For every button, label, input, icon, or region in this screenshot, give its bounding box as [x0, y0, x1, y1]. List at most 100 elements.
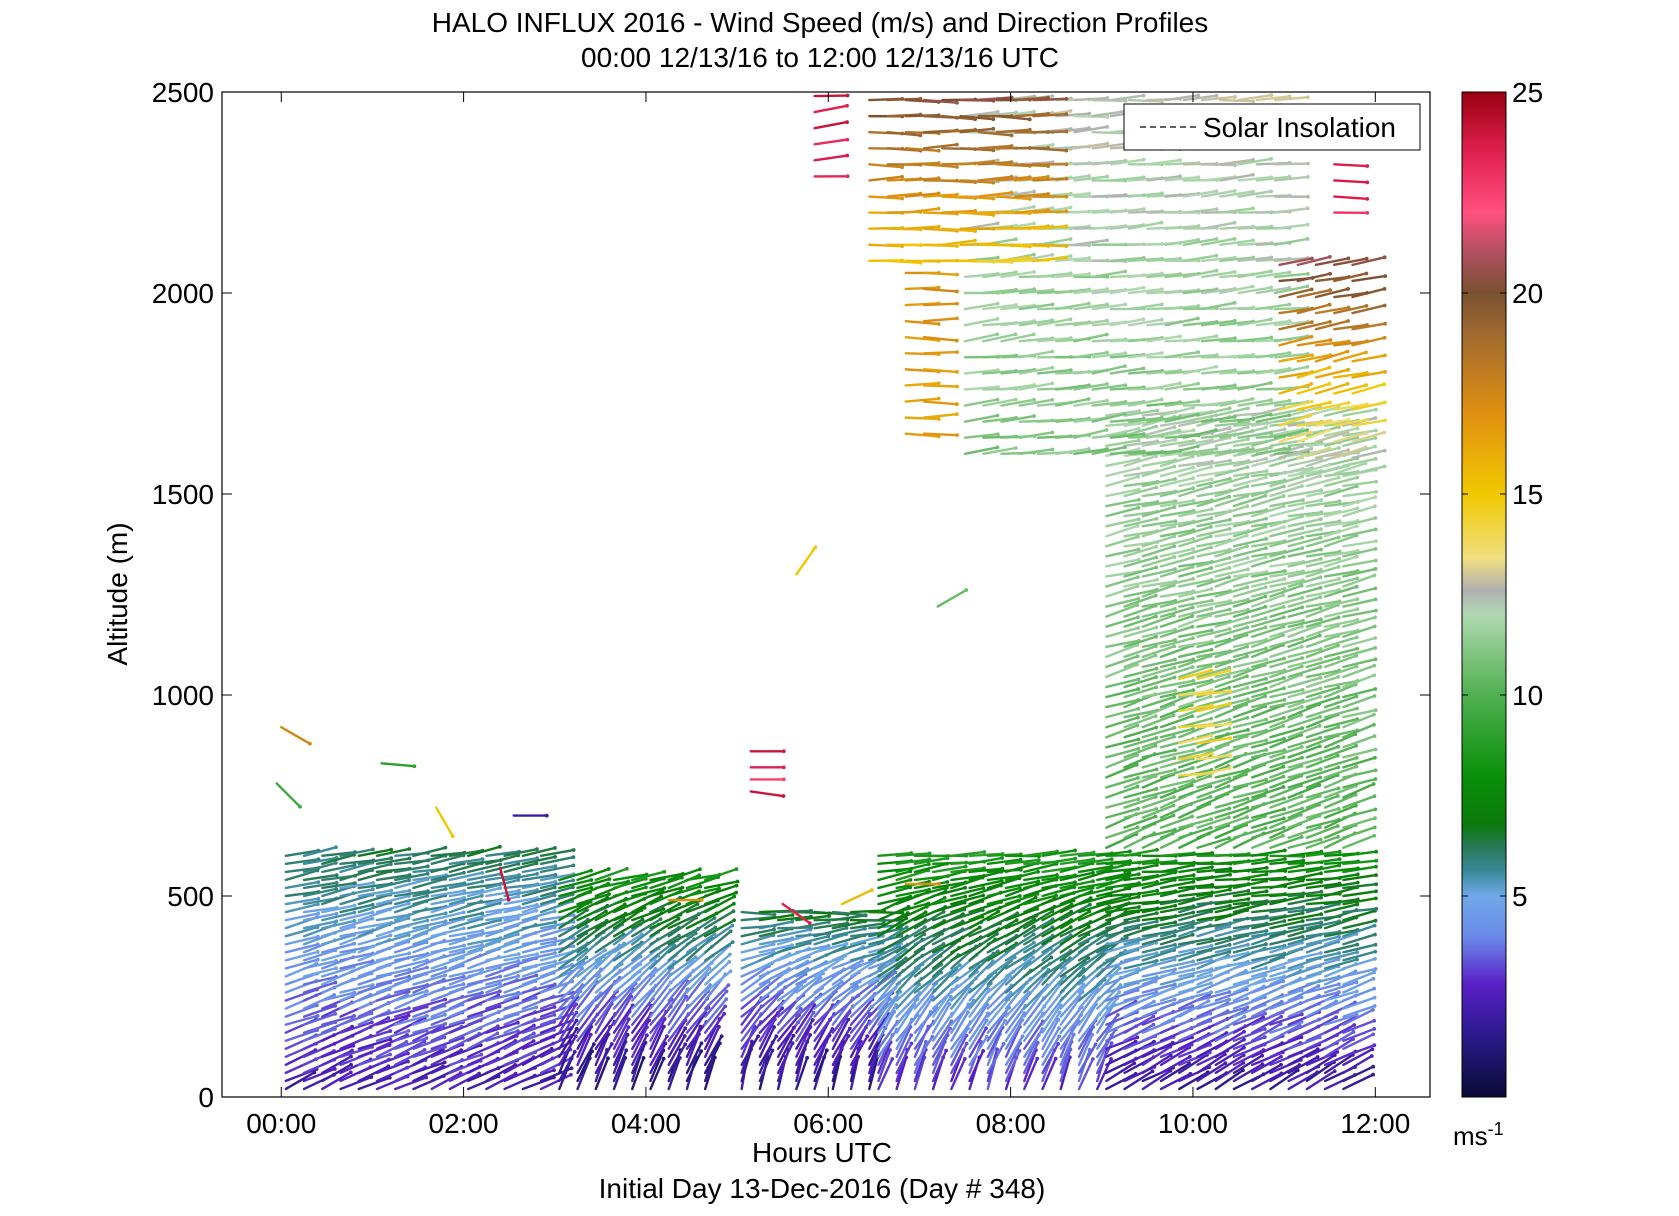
wind-barb: [795, 920, 831, 930]
wind-barb: [704, 997, 729, 1026]
wind-barb: [740, 927, 776, 938]
wind-barb: [558, 1002, 579, 1034]
wind-barb: [430, 982, 466, 994]
y-axis-label: Altitude (m): [102, 522, 133, 665]
colorbar-ramp: [1461, 91, 1507, 1098]
wind-barb: [412, 887, 448, 898]
wind-barb: [503, 952, 539, 962]
colorbar-tick-label: 20: [1512, 278, 1543, 309]
wind-barb: [466, 862, 503, 874]
wind-barb: [758, 1006, 785, 1034]
wind-barb: [685, 925, 718, 946]
wind-barb: [704, 923, 735, 946]
wind-barb: [448, 990, 484, 1002]
wind-barb: [412, 1021, 448, 1034]
wind-barb: [576, 1042, 596, 1075]
wind-barb: [576, 948, 608, 970]
wind-barb: [704, 983, 731, 1010]
wind-barb: [485, 932, 520, 946]
wind-barb: [704, 959, 732, 986]
wind-barb: [813, 1027, 835, 1059]
wind-barb: [357, 1016, 391, 1034]
wind-barb: [375, 916, 411, 930]
wind-barb: [594, 1042, 614, 1075]
wind-barb: [612, 917, 645, 938]
wind-barb: [503, 973, 539, 986]
wind-barb: [521, 936, 558, 946]
wind-barb: [375, 1029, 411, 1042]
wind-barb: [704, 1004, 728, 1034]
wind-barb: [466, 1004, 502, 1018]
wind-barb: [704, 989, 729, 1018]
wind-barb: [375, 1059, 410, 1075]
wind-barb: [795, 1010, 816, 1042]
wind-barb: [558, 878, 594, 890]
wind-barb: [740, 910, 777, 917]
wind-barb: [704, 883, 739, 898]
wind-barb: [375, 933, 411, 946]
wind-barb: [558, 1034, 578, 1067]
wind-barb: [758, 943, 795, 954]
wind-barb: [485, 916, 520, 930]
wind-barb: [466, 993, 501, 1010]
wind-barb: [448, 879, 485, 890]
chart-title: HALO INFLUX 2016 - Wind Speed (m/s) and …: [432, 7, 1209, 38]
wind-barb: [339, 959, 375, 970]
wind-barb: [321, 1062, 353, 1083]
wind-barb: [284, 880, 321, 890]
wind-barb: [430, 870, 466, 882]
colorbar-tick-label: 25: [1512, 77, 1543, 108]
wind-barb: [704, 894, 737, 914]
wind-barb: [448, 893, 484, 906]
wind-barb: [503, 871, 539, 882]
wind-barb: [521, 1046, 554, 1067]
wind-barb: [394, 864, 430, 874]
wind-barb: [375, 967, 412, 978]
wind-barb: [448, 870, 485, 882]
wind-barb: [448, 1071, 482, 1091]
x-tick-label: 02:00: [429, 1108, 499, 1139]
wind-barb: [813, 926, 849, 938]
wind-barb: [466, 886, 503, 898]
wind-barb: [667, 955, 698, 978]
wind-barb: [576, 1032, 593, 1067]
wind-barb: [831, 926, 867, 938]
wind-barb: [704, 940, 735, 962]
y-tick-label: 1500: [152, 479, 214, 510]
wind-barb: [576, 892, 611, 906]
wind-barb: [521, 951, 557, 962]
wind-barb: [466, 844, 502, 857]
wind-barb: [466, 981, 502, 994]
legend[interactable]: Solar Insolation: [1123, 103, 1421, 151]
wind-barb: [339, 887, 375, 898]
wind-barb: [831, 958, 864, 978]
wind-barb: [704, 909, 736, 930]
wind-barb: [503, 847, 539, 857]
wind-barb: [594, 951, 622, 978]
wind-barb: [375, 1040, 409, 1059]
wind-barb: [558, 955, 589, 978]
wind-barb: [521, 854, 558, 866]
wind-barb: [795, 1032, 813, 1067]
colorbar-unit-base: ms: [1453, 1121, 1488, 1151]
wind-barb: [375, 901, 411, 914]
wind-barb: [558, 924, 589, 946]
wind-barb: [631, 907, 666, 922]
wind-barb: [649, 916, 681, 938]
wind-barb: [485, 894, 521, 906]
wind-barb: [521, 920, 558, 930]
wind-barb: [594, 1056, 610, 1091]
x-axis-label: Hours UTC: [752, 1137, 892, 1168]
wind-barb: [302, 993, 337, 1010]
wind-barb: [321, 1070, 353, 1091]
wind-barb: [667, 1042, 688, 1075]
wind-barb: [339, 916, 375, 930]
wind-barb: [339, 983, 375, 994]
wind-barb: [284, 957, 320, 970]
wind-barb: [704, 1034, 724, 1067]
wind-barb: [631, 894, 664, 914]
y-tick-label: 2500: [152, 77, 214, 108]
wind-barb: [758, 1048, 775, 1083]
wind-barb: [521, 982, 557, 994]
wind-barb: [302, 873, 339, 882]
